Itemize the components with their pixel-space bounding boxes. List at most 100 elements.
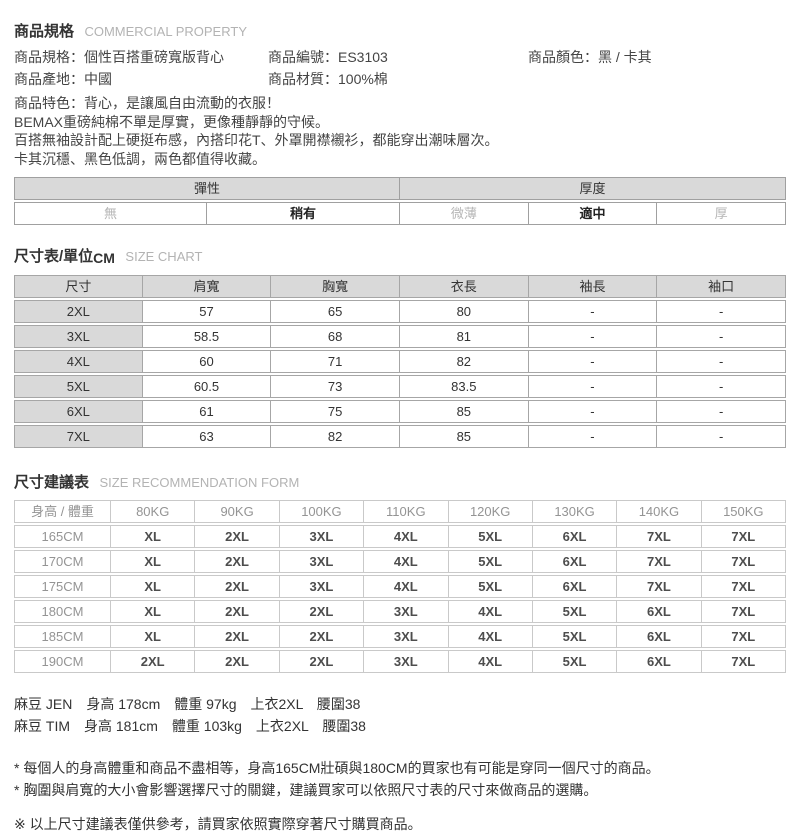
option-medium: 適中	[528, 202, 658, 225]
note-line: * 胸圍與肩寬的大小會影響選擇尺寸的關鍵，建議買家可以依照尺寸表的尺寸來做商品的…	[14, 782, 598, 798]
field-value: 中國	[84, 71, 112, 87]
table-cell: 4XL	[448, 625, 533, 648]
table-row: 5XL 60.5 73 83.5- -	[14, 375, 786, 398]
table-cell: 80	[399, 300, 529, 323]
table-cell: 3XL	[364, 650, 449, 673]
row-header: 2XL	[14, 300, 143, 323]
section-title-en: SIZE RECOMMENDATION FORM	[99, 475, 300, 490]
table-cell: 4XL	[364, 575, 449, 598]
size-recommendation-table: 身高 / 體重 80KG 90KG 100KG 110KG 120KG 130KG 140KG…	[14, 498, 786, 675]
table-cell: 5XL	[448, 550, 533, 573]
table-cell: 2XL	[279, 650, 365, 673]
field-value: 個性百搭重磅寬版背心	[84, 49, 224, 65]
model-info-line: 麻豆 TIM 身高 181cm 體重 103kg 上衣2XL 腰圍38	[14, 718, 366, 734]
table-cell: 2XL	[195, 575, 280, 598]
table-cell: 85	[399, 425, 529, 448]
table-cell: 4XL	[448, 650, 533, 673]
table-cell: 2XL	[195, 625, 280, 648]
table-cell: 4XL	[448, 600, 533, 623]
table-cell: 81	[399, 325, 529, 348]
table-cell: 5XL	[532, 650, 618, 673]
table-cell: -	[657, 350, 786, 373]
field-colon: ：	[70, 49, 84, 65]
field-label: 商品產地	[14, 71, 70, 87]
attribute-group-row: 彈性 厚度	[14, 177, 786, 200]
field-value: 100%棉	[338, 71, 388, 87]
column-header: 150KG	[701, 500, 786, 523]
column-header: 130KG	[532, 500, 618, 523]
feature-line: 商品特色：背心，是讓風自由流動的衣服！	[14, 95, 280, 111]
field-label: 商品顏色	[528, 49, 584, 65]
table-cell: 75	[271, 400, 400, 423]
product-field-code: 商品編號：ES3103	[268, 46, 528, 68]
section-title-size-recommendation: 尺寸建議表 SIZE RECOMMENDATION FORM	[14, 471, 786, 492]
table-cell: 58.5	[142, 325, 272, 348]
table-cell: XL	[111, 575, 196, 598]
column-header: 身高 / 體重	[14, 500, 111, 523]
table-cell: 5XL	[448, 525, 533, 548]
table-cell: 65	[271, 300, 400, 323]
table-cell: 3XL	[364, 625, 449, 648]
table-cell: -	[528, 375, 658, 398]
table-cell: 7XL	[701, 575, 786, 598]
table-cell: -	[528, 300, 658, 323]
row-header: 170CM	[14, 550, 111, 573]
field-value: 黑 / 卡其	[598, 49, 652, 65]
table-cell: 4XL	[364, 525, 449, 548]
table-cell: 85	[399, 400, 529, 423]
table-cell: 61	[142, 400, 272, 423]
field-colon: ：	[70, 71, 84, 87]
column-header: 120KG	[448, 500, 533, 523]
row-header: 180CM	[14, 600, 111, 623]
attribute-group-elasticity: 彈性	[14, 177, 400, 200]
table-cell: -	[528, 400, 658, 423]
table-cell: 7XL	[701, 550, 786, 573]
attribute-group-thickness: 厚度	[400, 177, 786, 200]
table-cell: 6XL	[532, 575, 618, 598]
table-cell: 6XL	[617, 625, 702, 648]
section-title-zh: 尺寸表/單位	[14, 248, 94, 265]
table-row: 7XL 63 82 85- -	[14, 425, 786, 448]
row-header: 175CM	[14, 575, 111, 598]
column-header: 80KG	[111, 500, 196, 523]
field-label: 商品編號	[268, 49, 324, 65]
row-header: 5XL	[14, 375, 143, 398]
field-value: ES3103	[338, 49, 388, 65]
table-cell: XL	[111, 600, 196, 623]
table-cell: 2XL	[279, 625, 365, 648]
model-info-line: 麻豆 JEN 身高 178cm 體重 97kg 上衣2XL 腰圍38	[14, 696, 361, 712]
product-feature-description: 商品特色：背心，是讓風自由流動的衣服！ BEMAX重磅純棉不單是厚實，更像種靜靜…	[14, 94, 786, 168]
table-row: 3XL 58.5 68 81- -	[14, 325, 786, 348]
table-cell: -	[528, 325, 658, 348]
product-field-color: 商品顏色：黑 / 卡其	[528, 46, 786, 68]
notes-block: * 每個人的身高體重和商品不盡相等，身高165CM壯碩與180CM的買家也有可能…	[14, 757, 786, 835]
column-header: 140KG	[617, 500, 702, 523]
table-cell: 7XL	[701, 625, 786, 648]
attribute-option-row: 無 稍有 微薄 適中 厚	[14, 202, 786, 225]
section-title-zh: 尺寸建議表	[14, 474, 90, 491]
table-row: 180CM XL 2XL 2XL 3XL 4XL 5XL 6XL 7XL	[14, 600, 786, 623]
section-title-en: SIZE CHART	[125, 249, 203, 264]
product-field-origin: 商品產地：中國	[14, 68, 268, 90]
table-cell: 7XL	[701, 525, 786, 548]
table-row: 4XL 60 71 82- -	[14, 350, 786, 373]
table-row: 170CM XL 2XL 3XL 4XL 5XL 6XL 7XL 7XL	[14, 550, 786, 573]
table-cell: 60.5	[142, 375, 272, 398]
table-cell: 73	[271, 375, 400, 398]
column-header: 100KG	[279, 500, 365, 523]
table-cell: XL	[111, 625, 196, 648]
table-cell: 2XL	[195, 525, 280, 548]
section-title-zh: 商品規格	[14, 23, 75, 40]
column-header: 袖口	[657, 275, 786, 298]
row-header: 185CM	[14, 625, 111, 648]
size-chart-table: 尺寸 肩寬 胸寬 衣長 袖長 袖口 2XL 57 65 80- -3XL 58.5 68 81- -4XL 6…	[14, 273, 786, 450]
table-cell: 5XL	[532, 600, 618, 623]
table-cell: XL	[111, 550, 196, 573]
table-cell: 5XL	[448, 575, 533, 598]
row-header: 4XL	[14, 350, 143, 373]
table-cell: -	[657, 400, 786, 423]
feature-line: 百搭無袖設計配上硬挺布感，內搭印花T、外罩開襟襯衫，都能穿出潮味層次。	[14, 132, 499, 148]
table-cell: 7XL	[701, 650, 786, 673]
table-header-row: 尺寸 肩寬 胸寬 衣長 袖長 袖口	[14, 275, 786, 298]
